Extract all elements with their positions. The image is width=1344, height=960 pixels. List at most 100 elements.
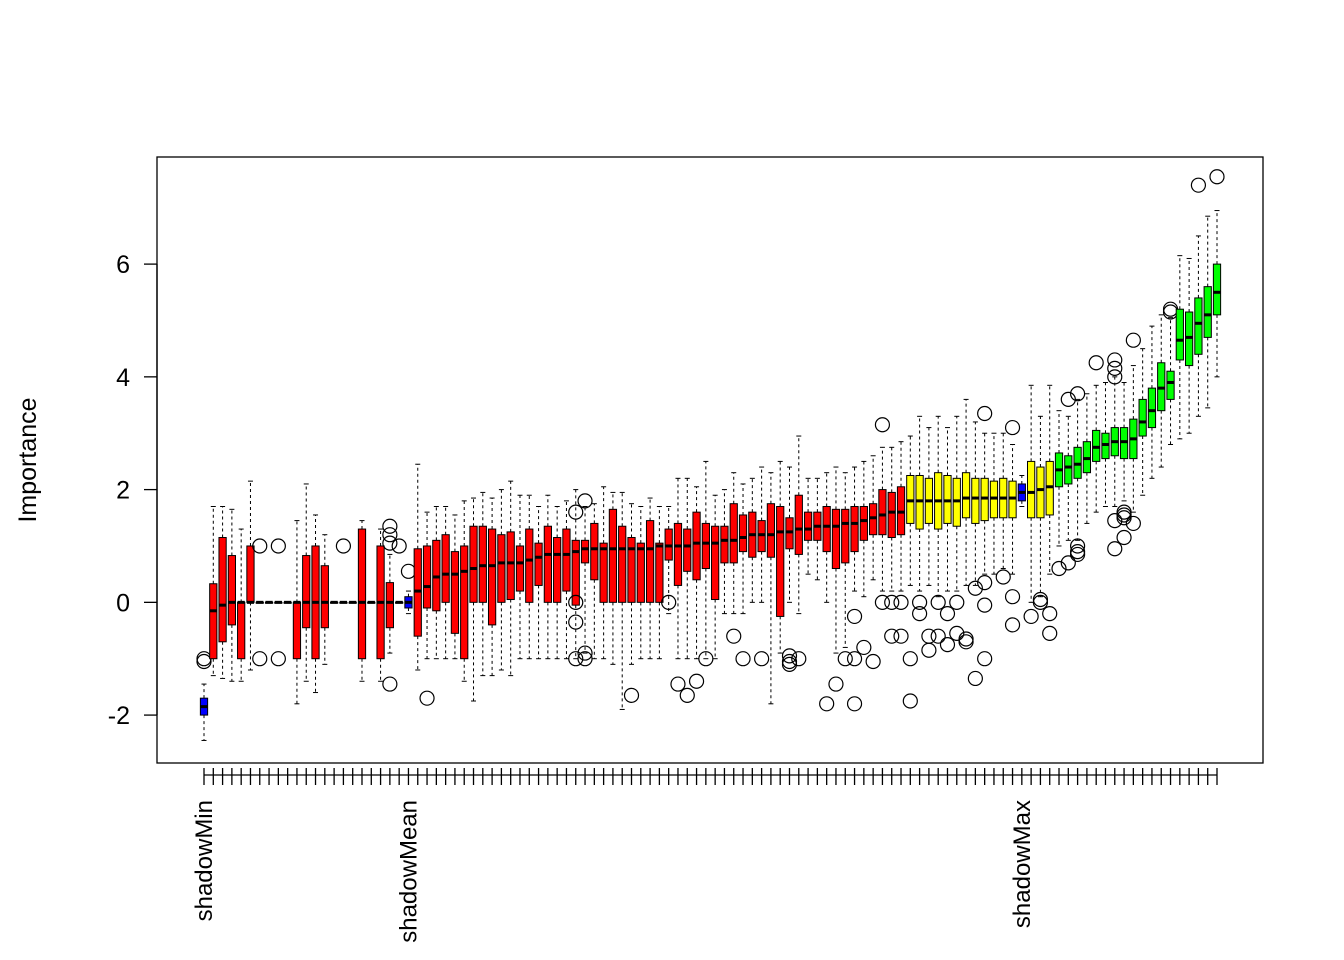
box-98	[1101, 381, 1110, 508]
box-rect	[1212, 263, 1222, 316]
box-rect	[1203, 286, 1212, 338]
box-3	[218, 506, 227, 679]
outlier-point	[568, 504, 584, 520]
box-99	[1107, 352, 1123, 557]
outlier-point	[1107, 512, 1123, 529]
box-59	[735, 483, 751, 667]
box-rect	[720, 525, 729, 564]
outlier-point	[735, 651, 751, 667]
outlier-point	[419, 690, 435, 706]
outlier-point	[977, 575, 993, 591]
box-rect	[608, 508, 618, 603]
box-6	[246, 480, 255, 671]
box-48	[636, 506, 645, 660]
box-94	[1060, 391, 1076, 571]
box-rect	[887, 491, 896, 539]
box-rect	[515, 545, 525, 592]
box-rect	[655, 542, 664, 603]
outlier-point	[837, 651, 853, 667]
outlier-point	[977, 651, 993, 667]
box-56	[711, 494, 720, 660]
box-25	[419, 511, 435, 706]
box-50	[655, 506, 664, 660]
box-86	[989, 432, 999, 575]
box-8	[264, 600, 274, 604]
outlier-point	[865, 653, 881, 670]
outlier-point	[196, 653, 212, 670]
box-42	[577, 493, 593, 667]
box-110	[1209, 169, 1225, 378]
box-rect	[320, 565, 329, 629]
outlier-point	[884, 594, 900, 610]
box-80	[930, 415, 946, 644]
box-rect	[859, 506, 868, 541]
box-71	[846, 466, 863, 712]
outlier-point	[1032, 594, 1049, 610]
box-57	[720, 489, 729, 615]
box-5	[237, 528, 246, 682]
box-60	[748, 477, 757, 603]
box-32	[487, 497, 497, 677]
outlier-point	[958, 634, 974, 650]
outlier-point	[1060, 555, 1076, 571]
outlier-point	[1190, 177, 1207, 193]
outlier-point	[977, 597, 993, 613]
box-rect	[711, 525, 720, 601]
outlier-point	[846, 608, 863, 625]
box-51	[661, 506, 677, 615]
box-84	[967, 421, 983, 687]
box-46	[618, 491, 627, 710]
y-axis: -2 0 2 4 6	[108, 251, 158, 730]
outlier-point	[623, 687, 640, 703]
outlier-point	[577, 645, 593, 661]
box-15	[329, 600, 339, 604]
box-13	[311, 514, 320, 694]
outlier-point	[846, 696, 863, 712]
outlier-point	[967, 580, 983, 596]
outlier-point	[1116, 529, 1132, 546]
box-93	[1051, 410, 1067, 577]
box-41	[568, 489, 584, 667]
box-17	[348, 600, 357, 604]
outlier-point	[884, 628, 900, 644]
box-74	[874, 417, 891, 610]
box-49	[645, 497, 655, 660]
box-47	[623, 503, 640, 703]
y-axis-label: Importance	[14, 397, 42, 522]
x-axis: shadowMin shadowMax shadowMean	[191, 768, 1218, 943]
box-9	[270, 538, 286, 667]
box-rect	[599, 542, 608, 603]
box-63	[776, 460, 785, 654]
box-29	[460, 500, 469, 682]
outlier-point	[1209, 169, 1225, 185]
outlier-point	[995, 569, 1011, 585]
outlier-point	[252, 538, 268, 554]
box-rect	[738, 514, 748, 553]
box-95	[1069, 386, 1086, 563]
box-22	[391, 538, 407, 604]
box-20	[376, 528, 385, 682]
outlier-point	[781, 648, 798, 664]
box-rect	[1036, 466, 1045, 519]
box-rect	[534, 542, 543, 586]
outlier-point	[846, 651, 863, 667]
box-4	[227, 508, 237, 682]
outlier-point	[1162, 301, 1179, 317]
x-tick-label: shadowMin	[191, 800, 218, 921]
outlier-point	[391, 538, 407, 554]
box-96	[1082, 393, 1092, 524]
box-109	[1203, 215, 1212, 409]
box-38	[543, 494, 552, 660]
outlier-point	[819, 696, 835, 712]
outlier-point	[856, 639, 872, 656]
box-39	[553, 506, 562, 660]
box-88	[1004, 419, 1021, 633]
outlier-point	[958, 631, 974, 647]
box-58	[726, 472, 742, 644]
box-54	[688, 486, 705, 689]
box-rect	[571, 539, 580, 606]
box-rect	[636, 542, 645, 603]
box-rect	[878, 489, 887, 536]
outlier-point	[1088, 355, 1104, 371]
